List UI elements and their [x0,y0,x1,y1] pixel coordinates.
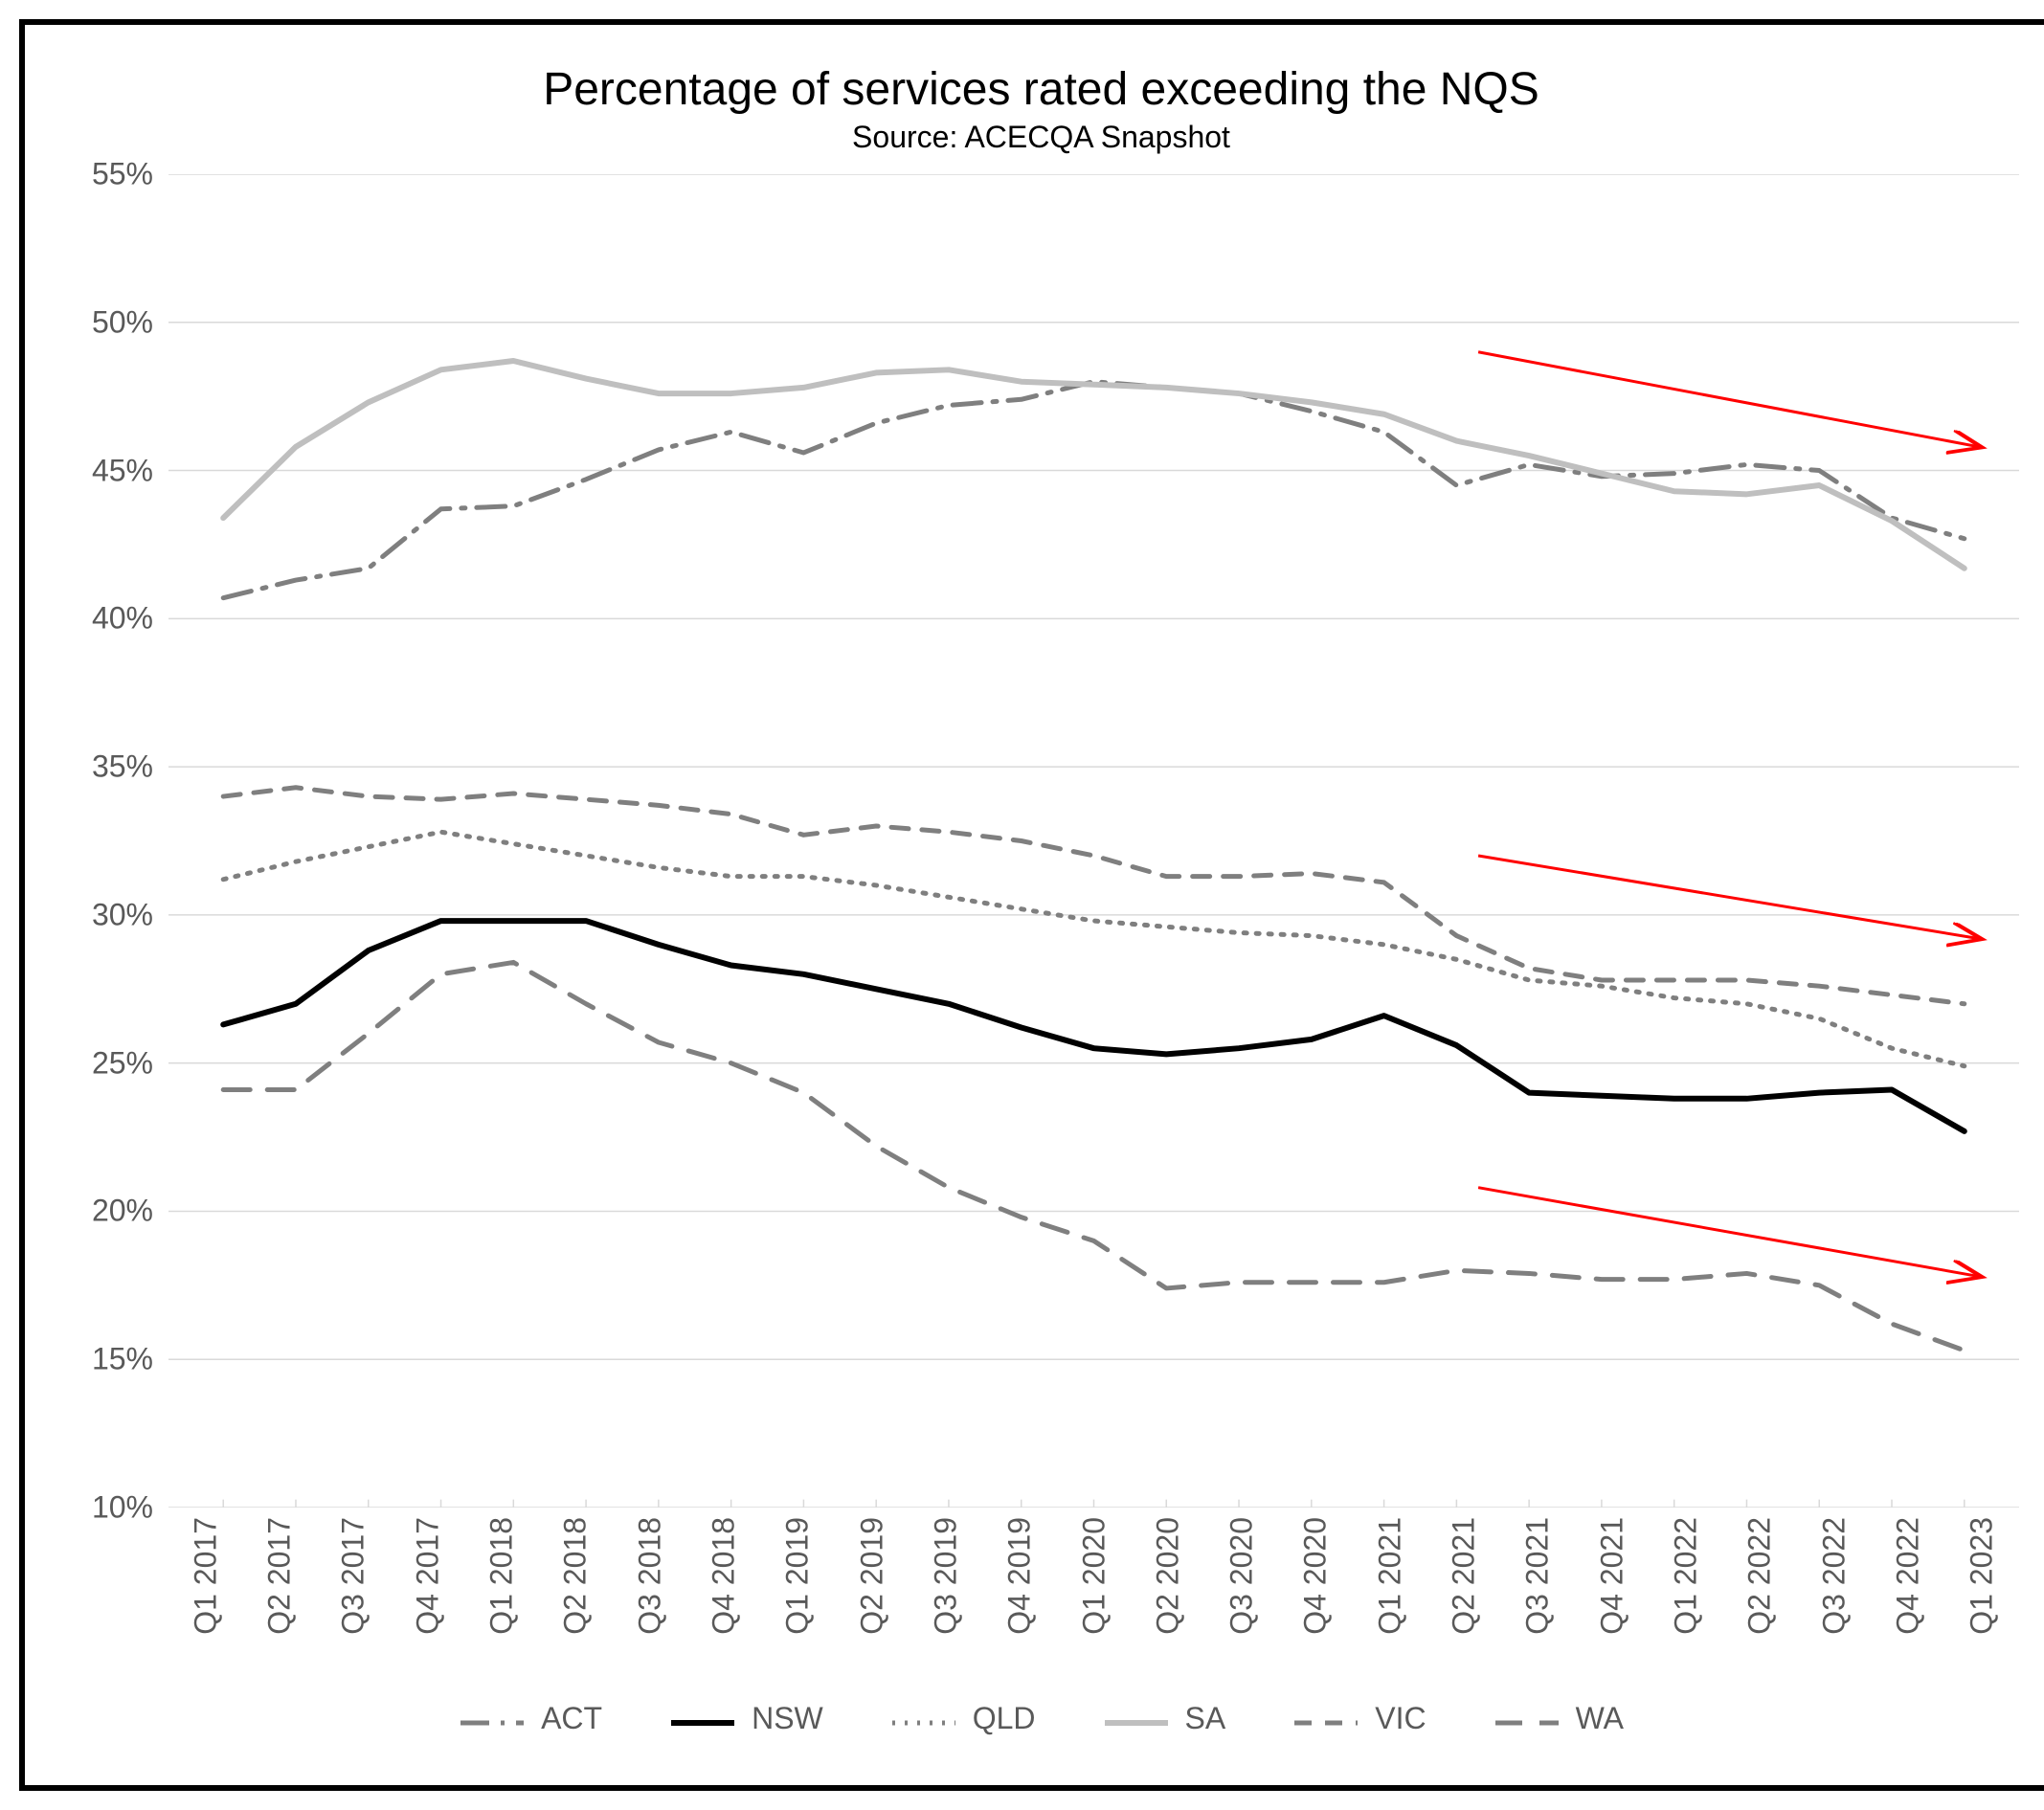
x-tick-label: Q3 2017 [336,1517,371,1635]
series-line-wa [223,962,1965,1351]
legend-swatch [669,1707,736,1730]
x-tick-label: Q2 2020 [1150,1517,1185,1635]
x-tick-label: Q4 2020 [1298,1517,1334,1635]
x-tick-label: Q3 2020 [1224,1517,1260,1635]
x-tick-label: Q3 2021 [1520,1517,1556,1635]
x-tick-label: Q3 2018 [632,1517,667,1635]
legend: ACT NSW QLD SA VIC WA [63,1680,2019,1756]
legend-label: QLD [973,1701,1036,1736]
series-line-qld [223,832,1965,1066]
x-tick-label: Q2 2019 [854,1517,889,1635]
x-tick-label: Q3 2019 [928,1517,963,1635]
y-tick-label: 20% [92,1194,153,1229]
y-axis: 10%15%20%25%30%35%40%45%50%55% [63,174,168,1508]
legend-label: VIC [1375,1701,1426,1736]
y-tick-label: 45% [92,453,153,488]
x-tick-label: Q2 2017 [261,1517,297,1635]
trend-arrow-2 [1478,856,1979,939]
y-tick-label: 35% [92,749,153,785]
legend-label: NSW [752,1701,823,1736]
x-tick-label: Q2 2022 [1742,1517,1778,1635]
legend-item-qld: QLD [890,1701,1036,1736]
x-tick-label: Q4 2017 [410,1517,445,1635]
x-tick-label: Q1 2021 [1372,1517,1407,1635]
x-tick-label: Q2 2021 [1447,1517,1482,1635]
x-tick-label: Q2 2018 [558,1517,594,1635]
y-tick-label: 40% [92,601,153,637]
legend-swatch [1103,1707,1170,1730]
chart-subtitle: Source: ACECQA Snapshot [63,120,2019,155]
legend-label: SA [1185,1701,1226,1736]
x-axis-labels: Q1 2017 Q2 2017 Q3 2017 Q4 2017 Q1 2018 Q2 20… [168,1508,2019,1670]
legend-item-nsw: NSW [669,1701,823,1736]
chart-title: Percentage of services rated exceeding t… [63,63,2019,116]
x-tick-label: Q1 2019 [780,1517,816,1635]
y-tick-label: 50% [92,304,153,340]
x-tick-label: Q1 2018 [483,1517,519,1635]
series-line-nsw [223,921,1965,1131]
x-tick-label: Q3 2022 [1816,1517,1852,1635]
series-line-vic [223,788,1965,1004]
x-tick-label: Q1 2017 [188,1517,223,1635]
legend-swatch [1494,1707,1561,1730]
plot-region [168,174,2019,1508]
x-tick-label: Q4 2021 [1594,1517,1629,1635]
x-tick-label: Q4 2019 [1002,1517,1038,1635]
legend-swatch [1292,1707,1359,1730]
x-tick-label: Q1 2020 [1076,1517,1112,1635]
legend-label: ACT [541,1701,602,1736]
y-tick-label: 10% [92,1490,153,1526]
trend-arrow-3 [1478,1188,1979,1277]
legend-item-act: ACT [459,1701,602,1736]
legend-item-vic: VIC [1292,1701,1426,1736]
legend-item-sa: SA [1103,1701,1226,1736]
y-tick-label: 15% [92,1342,153,1377]
x-tick-label: Q4 2022 [1891,1517,1926,1635]
legend-swatch [459,1707,526,1730]
trend-arrow-1 [1478,352,1979,447]
x-axis: Q1 2017 Q2 2017 Q3 2017 Q4 2017 Q1 2018 Q2 20… [63,1508,2019,1670]
x-tick-label: Q1 2022 [1669,1517,1704,1635]
y-tick-label: 30% [92,897,153,932]
legend-label: WA [1576,1701,1624,1736]
x-tick-label: Q4 2018 [706,1517,741,1635]
y-tick-label: 25% [92,1045,153,1081]
y-tick-label: 55% [92,157,153,192]
series-line-sa [223,361,1965,569]
legend-swatch [890,1707,957,1730]
x-tick-label: Q1 2023 [1965,1517,2000,1635]
legend-item-wa: WA [1494,1701,1624,1736]
plot-area: 10%15%20%25%30%35%40%45%50%55% Q1 2017Q2… [63,174,2019,1756]
chart-frame: Percentage of services rated exceeding t… [19,19,2044,1791]
